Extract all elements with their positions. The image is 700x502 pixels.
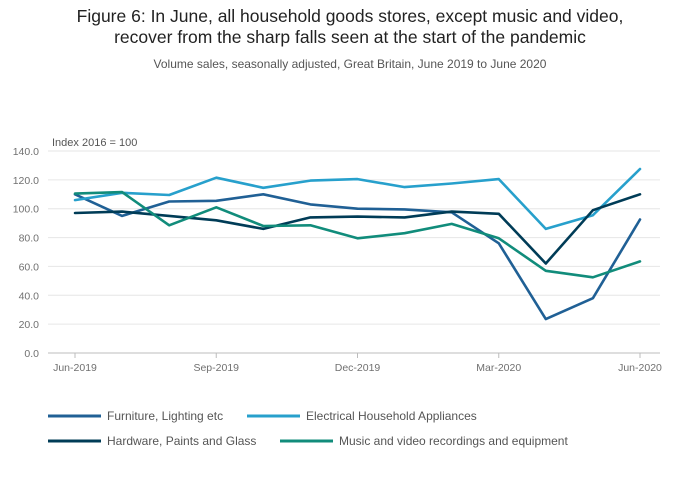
data-point xyxy=(544,317,548,321)
data-point xyxy=(214,176,218,180)
data-point xyxy=(356,236,360,240)
data-point xyxy=(308,202,312,206)
data-point xyxy=(167,193,171,197)
y-tick-label: 60.0 xyxy=(19,261,40,273)
x-tick-label: Dec-2019 xyxy=(335,362,381,374)
data-point xyxy=(356,207,360,211)
legend-item: Music and video recordings and equipment xyxy=(280,434,568,448)
data-point xyxy=(497,212,501,216)
y-tick-label: 20.0 xyxy=(19,319,40,331)
data-point xyxy=(591,213,595,217)
legend: Furniture, Lighting etc Electrical Househ… xyxy=(48,409,568,448)
legend-item: Electrical Household Appliances xyxy=(247,409,477,423)
data-point xyxy=(356,215,360,219)
data-point xyxy=(638,167,642,171)
data-point xyxy=(73,211,77,215)
series-line-3 xyxy=(73,193,642,265)
data-point xyxy=(120,214,124,218)
data-point xyxy=(120,210,124,214)
x-tick-label: Jun-2019 xyxy=(53,362,97,374)
data-point xyxy=(167,214,171,218)
data-point xyxy=(214,218,218,222)
data-point xyxy=(638,218,642,222)
data-point xyxy=(450,210,454,214)
data-point xyxy=(544,262,548,266)
y-axis-label: Index 2016 = 100 xyxy=(52,137,137,149)
data-point xyxy=(167,223,171,227)
data-point xyxy=(544,227,548,231)
y-tick-label: 100.0 xyxy=(13,204,39,216)
data-point xyxy=(261,192,265,196)
legend-label: Hardware, Paints and Glass xyxy=(107,434,256,448)
data-point xyxy=(308,223,312,227)
legend-item: Furniture, Lighting etc xyxy=(48,409,223,423)
data-point xyxy=(261,224,265,228)
gridlines xyxy=(48,150,660,354)
y-tick-label: 40.0 xyxy=(19,290,40,302)
data-point xyxy=(73,192,77,196)
chart-subtitle: Volume sales, seasonally adjusted, Great… xyxy=(153,57,547,71)
axes: 0.0 20.0 40.0 60.0 80.0 100.0 120.0 140.0 Jun-20… xyxy=(13,146,662,374)
data-point xyxy=(403,231,407,235)
series-line-4 xyxy=(73,190,642,279)
data-point xyxy=(497,236,501,240)
data-point xyxy=(497,177,501,181)
series-line-1 xyxy=(73,193,642,321)
data-point xyxy=(308,179,312,183)
chart-title: Figure 6: In June, all household goods s… xyxy=(0,6,700,48)
data-point xyxy=(638,192,642,196)
data-point xyxy=(403,215,407,219)
legend-label: Music and video recordings and equipment xyxy=(339,434,568,448)
data-point xyxy=(591,296,595,300)
series-lines xyxy=(73,167,642,321)
data-point xyxy=(214,205,218,209)
legend-label: Furniture, Lighting etc xyxy=(107,409,223,423)
data-point xyxy=(591,275,595,279)
y-tick-label: 120.0 xyxy=(13,175,39,187)
series-line-2 xyxy=(73,167,642,231)
x-tick-label: Mar-2020 xyxy=(476,362,521,374)
y-tick-label: 0.0 xyxy=(24,348,39,360)
y-tick-label: 80.0 xyxy=(19,233,40,245)
data-point xyxy=(261,186,265,190)
legend-item: Hardware, Paints and Glass xyxy=(48,434,256,448)
data-point xyxy=(120,190,124,194)
data-point xyxy=(73,198,77,202)
data-point xyxy=(450,181,454,185)
data-point xyxy=(308,215,312,219)
x-tick-label: Jun-2020 xyxy=(618,362,662,374)
data-point xyxy=(591,208,595,212)
data-point xyxy=(214,199,218,203)
data-point xyxy=(356,177,360,181)
data-point xyxy=(167,200,171,204)
data-point xyxy=(544,269,548,273)
legend-label: Electrical Household Appliances xyxy=(306,409,477,423)
data-point xyxy=(403,185,407,189)
chart-title-line-2: recover from the sharp falls seen at the… xyxy=(114,27,586,47)
chart-title-line-1: Figure 6: In June, all household goods s… xyxy=(76,6,624,26)
data-point xyxy=(497,241,501,245)
y-tick-label: 140.0 xyxy=(13,146,39,158)
data-point xyxy=(450,222,454,226)
data-point xyxy=(403,207,407,211)
data-point xyxy=(638,259,642,263)
x-tick-label: Sep-2019 xyxy=(193,362,239,374)
